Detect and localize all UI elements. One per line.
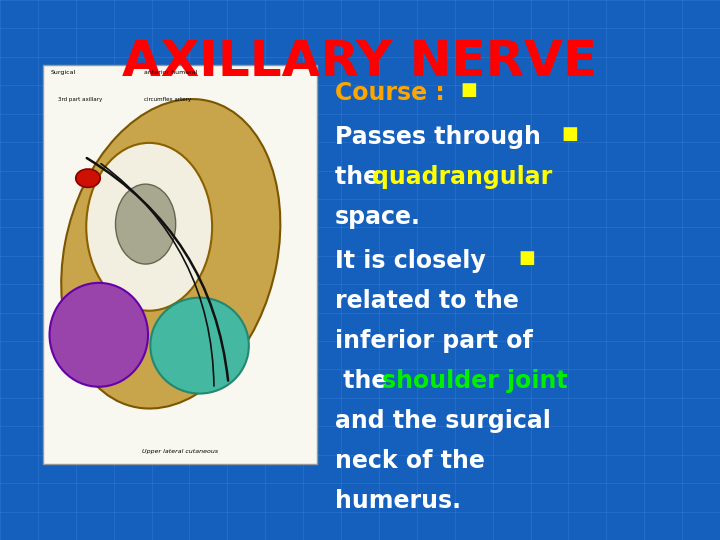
Text: neck of the: neck of the xyxy=(335,449,485,472)
Text: and the surgical: and the surgical xyxy=(335,409,551,433)
Text: humerus.: humerus. xyxy=(335,489,461,512)
Ellipse shape xyxy=(150,298,249,394)
Circle shape xyxy=(76,169,100,187)
Text: circumflex artery: circumflex artery xyxy=(144,97,191,102)
Text: inferior part of: inferior part of xyxy=(335,329,533,353)
Text: the: the xyxy=(335,369,395,393)
Text: the: the xyxy=(335,165,387,189)
Text: ■: ■ xyxy=(518,249,535,267)
Text: anterior humeral: anterior humeral xyxy=(144,70,197,75)
Text: shoulder joint: shoulder joint xyxy=(382,369,567,393)
Text: space.: space. xyxy=(335,205,420,229)
Text: It is closely: It is closely xyxy=(335,249,502,273)
Text: ■: ■ xyxy=(562,125,578,143)
Text: Surgical: Surgical xyxy=(50,70,76,75)
Ellipse shape xyxy=(115,184,176,264)
Text: AXILLARY NERVE: AXILLARY NERVE xyxy=(122,38,598,86)
Text: quadrangular: quadrangular xyxy=(372,165,552,189)
Bar xyxy=(43,65,317,464)
Ellipse shape xyxy=(86,143,212,310)
Text: 3rd part axillary: 3rd part axillary xyxy=(58,97,102,102)
Ellipse shape xyxy=(61,99,280,409)
Text: Upper lateral cutaneous: Upper lateral cutaneous xyxy=(142,449,218,454)
Text: related to the: related to the xyxy=(335,289,518,313)
Text: Course :: Course : xyxy=(335,81,461,105)
Text: ■: ■ xyxy=(461,81,477,99)
Text: Passes through: Passes through xyxy=(335,125,557,149)
Ellipse shape xyxy=(50,283,148,387)
